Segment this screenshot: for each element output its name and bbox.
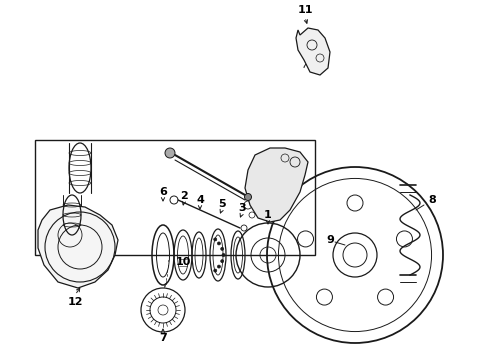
- Text: 8: 8: [428, 195, 436, 205]
- Text: 3: 3: [238, 203, 246, 213]
- Circle shape: [220, 260, 224, 263]
- Circle shape: [214, 238, 217, 241]
- Text: 7: 7: [159, 333, 167, 343]
- Circle shape: [245, 194, 251, 201]
- Text: 6: 6: [159, 187, 167, 197]
- Circle shape: [222, 253, 225, 256]
- Polygon shape: [245, 148, 308, 222]
- Circle shape: [218, 242, 220, 245]
- Text: 9: 9: [326, 235, 334, 245]
- Circle shape: [214, 269, 217, 272]
- Text: 4: 4: [196, 195, 204, 205]
- Text: 2: 2: [180, 191, 188, 201]
- Text: 1: 1: [264, 210, 272, 220]
- Circle shape: [220, 247, 224, 250]
- Circle shape: [165, 148, 175, 158]
- Polygon shape: [296, 28, 330, 75]
- Text: 12: 12: [67, 297, 83, 307]
- FancyBboxPatch shape: [35, 140, 315, 255]
- Text: 5: 5: [218, 199, 226, 209]
- Text: 10: 10: [175, 257, 191, 267]
- Polygon shape: [38, 205, 118, 288]
- Circle shape: [218, 265, 220, 268]
- Text: 11: 11: [297, 5, 313, 15]
